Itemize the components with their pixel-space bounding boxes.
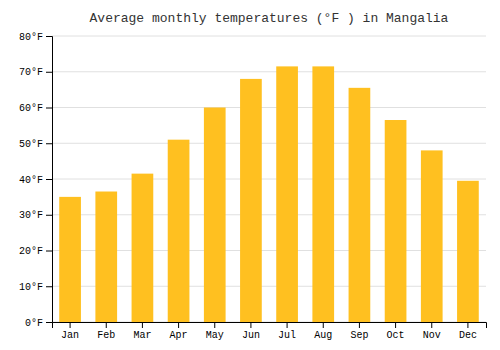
y-axis: 0°F 10°F 20°F 30°F 40°F 50°F 60°F 70°F 80°F <box>19 32 53 329</box>
tick-label: Feb <box>97 330 115 341</box>
tick-label: Nov <box>423 330 441 341</box>
bar <box>421 150 443 322</box>
tick: 10°F <box>19 282 52 293</box>
tick: Jan <box>61 322 79 341</box>
bars <box>59 66 479 322</box>
tick-mark <box>214 322 215 328</box>
tick-mark <box>46 108 52 109</box>
bar <box>385 120 407 322</box>
grid <box>52 36 486 322</box>
tick: Nov <box>423 322 441 341</box>
tick-label: 70°F <box>19 67 43 78</box>
tick: Oct <box>387 322 405 341</box>
plot: 0°F 10°F 20°F 30°F 40°F 50°F 60°F 70°F 80°F Jan Fe… <box>19 32 487 341</box>
tick: Sep <box>350 322 368 341</box>
tick: Feb <box>97 322 115 341</box>
grid-line <box>52 71 486 72</box>
tick-mark <box>178 322 179 328</box>
tick-label: 50°F <box>19 139 43 150</box>
tick-mark <box>287 322 288 328</box>
tick-mark <box>467 322 468 328</box>
tick-mark <box>70 322 71 328</box>
tick: 30°F <box>19 210 52 221</box>
tick-label: Jan <box>61 330 79 341</box>
grid-line <box>52 143 486 144</box>
tick-mark <box>46 251 52 252</box>
tick-label: 10°F <box>19 282 43 293</box>
tick-mark <box>431 322 432 328</box>
tick: Apr <box>170 322 188 341</box>
bar <box>240 79 262 322</box>
tick-mark <box>142 322 143 328</box>
bar <box>204 108 226 323</box>
bar <box>59 197 81 322</box>
tick-label: 30°F <box>19 210 43 221</box>
chart: 0°F 10°F 20°F 30°F 40°F 50°F 60°F 70°F 80°F Jan Fe… <box>0 0 500 350</box>
tick: 50°F <box>19 139 52 150</box>
tick-mark <box>46 143 52 144</box>
tick-mark <box>395 322 396 328</box>
tick-label: 20°F <box>19 246 43 257</box>
tick-label: 80°F <box>19 32 43 43</box>
tick: May <box>206 322 224 341</box>
tick: 20°F <box>19 246 52 257</box>
tick: Jun <box>242 322 260 341</box>
tick-mark <box>46 179 52 180</box>
tick-mark <box>359 322 360 328</box>
x-axis: Jan Feb Mar Apr May Jun Jul Aug Sep Oct Nov Dec <box>53 322 487 341</box>
bar <box>95 192 117 322</box>
tick: Aug <box>314 322 332 341</box>
tick: 70°F <box>19 67 52 78</box>
tick: 80°F <box>19 32 52 43</box>
tick-label: 60°F <box>19 103 43 114</box>
bar <box>276 66 298 322</box>
axis-line <box>53 323 487 329</box>
tick-label: Apr <box>170 330 188 341</box>
bar <box>312 66 334 322</box>
tick: Jul <box>278 322 296 341</box>
tick-mark <box>323 322 324 328</box>
tick-label: Jul <box>278 330 296 341</box>
title: Average monthly temperatures (°F ) in Ma… <box>90 11 449 26</box>
tick-mark <box>46 322 52 323</box>
tick-mark <box>46 215 52 216</box>
tick-label: Jun <box>242 330 260 341</box>
tick-mark <box>46 36 52 37</box>
tick-mark <box>46 286 52 287</box>
tick: Dec <box>459 322 477 341</box>
tick: 0°F <box>25 318 52 329</box>
tick-mark <box>250 322 251 328</box>
tick-label: Aug <box>314 330 332 341</box>
grid-line <box>52 107 486 108</box>
bar <box>168 140 190 322</box>
tick: 40°F <box>19 175 52 186</box>
bar <box>349 88 371 322</box>
tick: 60°F <box>19 103 52 114</box>
tick-label: Sep <box>350 330 368 341</box>
tick-label: Dec <box>459 330 477 341</box>
tick-label: Mar <box>133 330 151 341</box>
tick-label: May <box>206 330 224 341</box>
bar <box>457 181 479 322</box>
bar <box>132 174 154 322</box>
tick-label: Oct <box>387 330 405 341</box>
tick-mark <box>106 322 107 328</box>
axis-line <box>46 37 53 323</box>
grid-line <box>52 36 486 37</box>
tick-mark <box>46 72 52 73</box>
tick: Mar <box>133 322 151 341</box>
tick-label: 0°F <box>25 318 43 329</box>
tick-label: 40°F <box>19 175 43 186</box>
